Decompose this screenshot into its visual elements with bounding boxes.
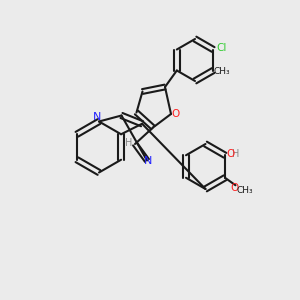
Text: CH₃: CH₃ xyxy=(214,68,230,76)
Text: N: N xyxy=(143,155,152,166)
Text: H: H xyxy=(232,149,239,159)
Text: O: O xyxy=(226,149,234,159)
Text: CH₃: CH₃ xyxy=(236,186,253,195)
Text: O: O xyxy=(230,183,239,193)
Text: O: O xyxy=(171,109,180,119)
Text: H: H xyxy=(125,137,133,148)
Text: Cl: Cl xyxy=(216,43,227,53)
Text: N: N xyxy=(92,112,101,122)
